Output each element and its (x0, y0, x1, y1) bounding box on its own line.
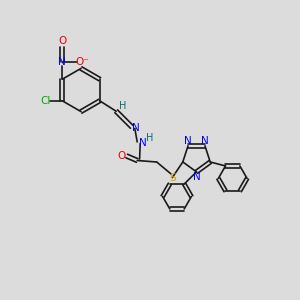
Text: O⁻: O⁻ (75, 57, 89, 67)
Text: N: N (58, 57, 66, 67)
Text: Cl: Cl (40, 96, 51, 106)
Text: O: O (118, 151, 126, 161)
Text: N: N (139, 138, 146, 148)
Text: N: N (193, 172, 200, 182)
Text: S: S (169, 172, 175, 183)
Text: N: N (201, 136, 209, 146)
Text: N: N (132, 123, 140, 134)
Text: H: H (146, 133, 153, 143)
Text: H: H (119, 101, 127, 111)
Text: O: O (58, 36, 66, 46)
Text: N: N (184, 136, 192, 146)
